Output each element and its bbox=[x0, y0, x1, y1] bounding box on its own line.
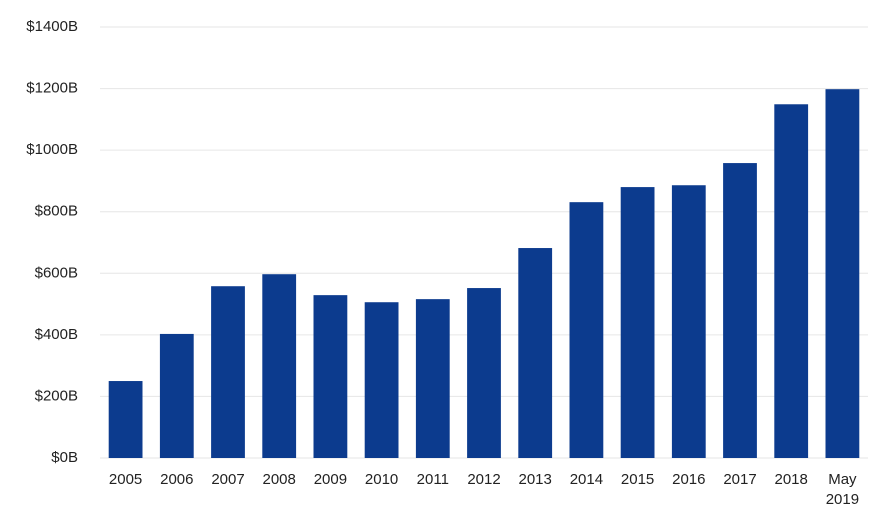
y-tick-label: $600B bbox=[35, 264, 78, 281]
y-tick-label: $1200B bbox=[26, 80, 78, 97]
x-tick-label: 2005 bbox=[109, 471, 142, 488]
x-tick-label: 2018 bbox=[775, 471, 808, 488]
y-tick-label: $200B bbox=[35, 387, 78, 404]
x-tick-label: 2014 bbox=[570, 471, 603, 488]
bar bbox=[313, 295, 348, 458]
bar bbox=[774, 104, 809, 458]
bar bbox=[262, 274, 297, 458]
bar bbox=[569, 202, 604, 458]
y-tick-label: $800B bbox=[35, 203, 78, 220]
bar bbox=[159, 333, 194, 458]
bar bbox=[211, 286, 245, 458]
bar bbox=[108, 381, 143, 458]
x-tick-label: 2007 bbox=[211, 471, 244, 488]
y-tick-label: $1000B bbox=[26, 141, 78, 158]
x-tick-label: May 2019 bbox=[826, 471, 859, 508]
bar bbox=[467, 288, 501, 458]
bar bbox=[364, 302, 399, 458]
bar bbox=[671, 185, 706, 458]
x-tick-label: 2013 bbox=[519, 471, 552, 488]
y-tick-label: $0B bbox=[51, 449, 78, 466]
bar bbox=[620, 187, 655, 459]
bar bbox=[518, 248, 553, 458]
x-tick-label: 2009 bbox=[314, 471, 347, 488]
x-tick-label: 2006 bbox=[160, 471, 193, 488]
x-tick-label: 2010 bbox=[365, 471, 398, 488]
x-tick-label: 2015 bbox=[621, 471, 654, 488]
y-tick-label: $400B bbox=[35, 326, 78, 343]
x-tick-label: 2016 bbox=[672, 471, 705, 488]
bar bbox=[825, 89, 860, 459]
bar bbox=[723, 163, 757, 458]
x-tick-label: 2017 bbox=[723, 471, 756, 488]
x-tick-label: 2008 bbox=[263, 471, 296, 488]
x-tick-label: 2011 bbox=[417, 471, 449, 488]
y-tick-label: $1400B bbox=[26, 18, 78, 35]
x-tick-label: 2012 bbox=[467, 471, 500, 488]
bar bbox=[415, 299, 450, 458]
